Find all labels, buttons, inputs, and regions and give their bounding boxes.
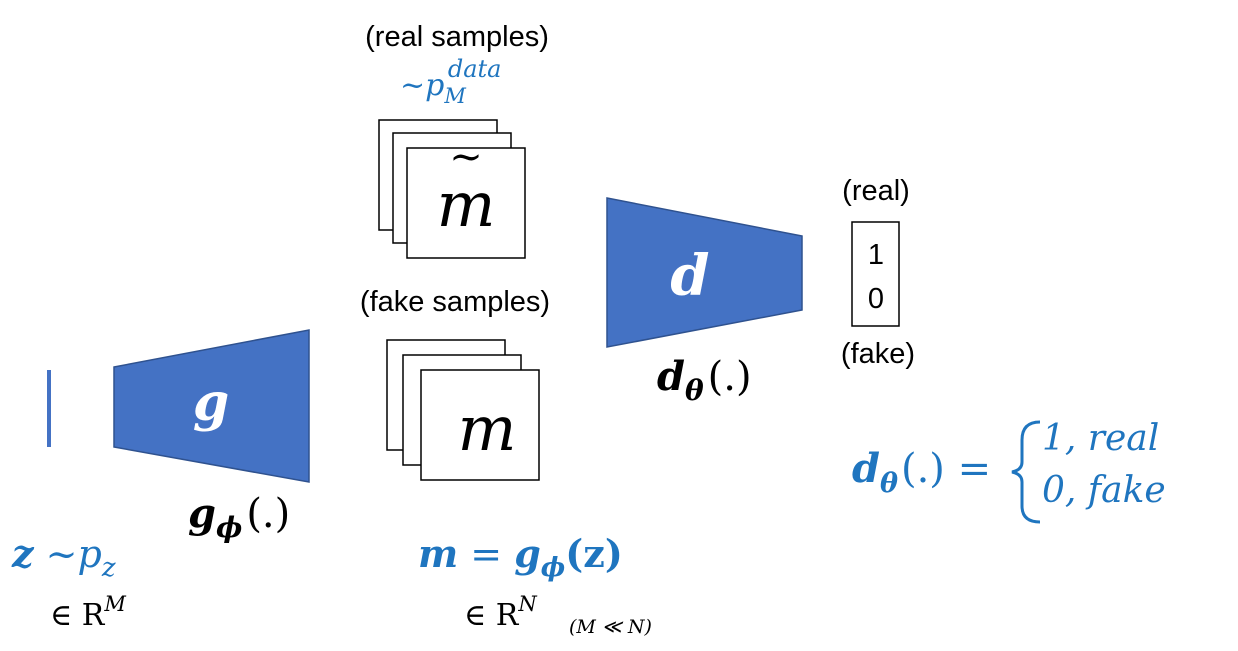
discriminator-func-sub: θ bbox=[685, 374, 704, 407]
latent-dist-sub: z bbox=[101, 553, 116, 583]
generator-block bbox=[113, 329, 310, 483]
decision-d-sub: θ bbox=[880, 468, 898, 499]
latent-space-sup: M bbox=[103, 592, 126, 616]
generator-func-arg: (.) bbox=[246, 491, 290, 537]
generator-function-label: gϕ (.) bbox=[188, 490, 290, 544]
decision-arg: (.) bbox=[901, 446, 945, 492]
mapping-g: g bbox=[514, 531, 541, 576]
generator-func-symbol: g bbox=[188, 490, 216, 537]
mapping-m: m bbox=[418, 531, 458, 576]
latent-space: ∈ RM bbox=[50, 592, 126, 633]
discriminator-function-label: dθ (.) bbox=[657, 353, 752, 407]
data-space: ∈ RN bbox=[464, 592, 537, 633]
generator-func-sub: ϕ bbox=[216, 511, 242, 544]
real-sample-tilde: ~ bbox=[449, 134, 483, 180]
data-space-sup: N bbox=[517, 592, 537, 616]
real-dist-prefix: ~p bbox=[400, 68, 444, 103]
mapping-arg: (z) bbox=[565, 531, 623, 576]
data-space-in: ∈ R bbox=[464, 598, 520, 633]
discriminator-block bbox=[606, 197, 803, 348]
output-value-top: 1 bbox=[868, 239, 884, 271]
mapping-equation: m = gϕ(z) bbox=[418, 531, 623, 583]
real-sample-symbol: m bbox=[437, 168, 496, 241]
fake-sample-symbol: m bbox=[458, 392, 517, 465]
output-real-label: (real) bbox=[842, 175, 910, 207]
decision-eq: = bbox=[945, 446, 991, 492]
real-samples-label: (real samples) bbox=[365, 21, 549, 53]
discriminator-func-arg: (.) bbox=[708, 354, 752, 400]
fake-samples-label: (fake samples) bbox=[360, 286, 550, 318]
decision-rule-lhs: dθ(.) = bbox=[852, 445, 991, 499]
decision-case-real: 1, real bbox=[1042, 418, 1159, 459]
real-dist-sub: M bbox=[443, 84, 466, 108]
output-fake-label: (fake) bbox=[841, 338, 915, 370]
output-box bbox=[851, 221, 900, 327]
mapping-g-sub: ϕ bbox=[541, 553, 565, 583]
latent-dist: ~p bbox=[34, 532, 102, 576]
decision-d: d bbox=[852, 445, 880, 492]
discriminator-func-symbol: d bbox=[657, 353, 685, 400]
decision-case-fake: 0, fake bbox=[1042, 470, 1166, 511]
decision-brace bbox=[1011, 420, 1041, 524]
output-value-bottom: 0 bbox=[868, 283, 884, 315]
latent-z: z bbox=[11, 531, 35, 576]
real-dist-sup: data bbox=[448, 55, 502, 83]
real-data-distribution: ~pMdata bbox=[400, 55, 501, 108]
mapping-eq: = bbox=[458, 532, 514, 576]
latent-distribution: z ~pz bbox=[11, 531, 116, 583]
real-samples-stack bbox=[378, 119, 526, 259]
discriminator-symbol: d bbox=[670, 243, 709, 309]
dimension-note: (M ≪ N) bbox=[569, 616, 652, 638]
fake-samples-stack bbox=[386, 339, 540, 481]
latent-space-in: ∈ R bbox=[50, 598, 106, 633]
generator-symbol: g bbox=[193, 372, 229, 433]
